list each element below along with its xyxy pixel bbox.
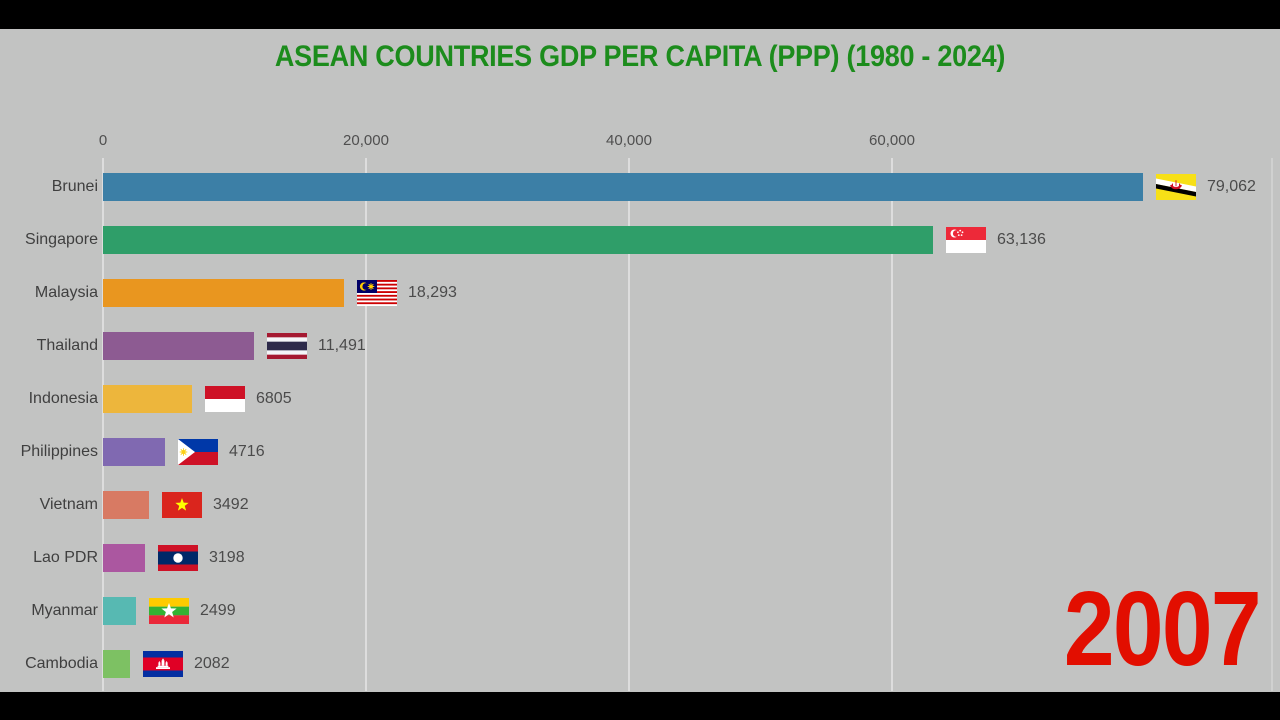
country-label: Vietnam bbox=[39, 496, 98, 513]
chart-background: ASEAN COUNTRIES GDP PER CAPITA (PPP) (19… bbox=[0, 29, 1280, 692]
country-label: Thailand bbox=[36, 337, 98, 354]
bar-myanmar bbox=[103, 597, 136, 625]
gridline bbox=[365, 158, 367, 691]
bar-malaysia bbox=[103, 279, 344, 307]
bar-value: 3492 bbox=[213, 496, 249, 513]
bar-thailand bbox=[103, 332, 254, 360]
bar-value: 79,062 bbox=[1207, 178, 1256, 195]
bar-value: 63,136 bbox=[997, 231, 1046, 248]
gridline bbox=[891, 158, 893, 691]
gridline bbox=[628, 158, 630, 691]
bar-singapore bbox=[103, 226, 933, 254]
bar-laos bbox=[103, 544, 145, 572]
flag-philippines-icon bbox=[178, 439, 218, 465]
flag-indonesia-icon bbox=[205, 386, 245, 412]
country-label: Indonesia bbox=[28, 390, 98, 407]
chart-title: ASEAN COUNTRIES GDP PER CAPITA (PPP) (19… bbox=[274, 40, 1006, 73]
bar-vietnam bbox=[103, 491, 149, 519]
flag-vietnam-icon bbox=[162, 492, 202, 518]
country-label: Cambodia bbox=[25, 655, 98, 672]
letterbox-bottom bbox=[0, 692, 1280, 720]
flag-cambodia-icon bbox=[143, 651, 183, 677]
flag-myanmar-icon bbox=[149, 598, 189, 624]
flag-singapore-icon bbox=[946, 227, 986, 253]
bar-philippines bbox=[103, 438, 165, 466]
flag-brunei-icon bbox=[1156, 174, 1196, 200]
axis-tick-label: 20,000 bbox=[343, 132, 389, 149]
bar-value: 11,491 bbox=[318, 337, 366, 354]
axis-tick-label: 0 bbox=[98, 132, 108, 149]
bar-brunei bbox=[103, 173, 1143, 201]
flag-malaysia-icon bbox=[357, 280, 397, 306]
gridline bbox=[102, 158, 104, 691]
flag-thailand-icon bbox=[267, 333, 307, 359]
bar-value: 3198 bbox=[209, 549, 245, 566]
country-label: Brunei bbox=[51, 178, 98, 195]
bar-value: 18,293 bbox=[408, 284, 457, 301]
bar-value: 2499 bbox=[200, 602, 236, 619]
country-label: Myanmar bbox=[31, 602, 98, 619]
country-label: Singapore bbox=[25, 231, 98, 248]
bar-value: 6805 bbox=[256, 390, 292, 407]
country-label: Philippines bbox=[20, 443, 98, 460]
axis-tick-label: 40,000 bbox=[606, 132, 652, 149]
bar-value: 4716 bbox=[229, 443, 265, 460]
year-label: 2007 bbox=[1064, 570, 1262, 688]
country-label: Lao PDR bbox=[33, 549, 98, 566]
bar-cambodia bbox=[103, 650, 130, 678]
bar-indonesia bbox=[103, 385, 192, 413]
country-label: Malaysia bbox=[34, 284, 98, 301]
axis-tick-label: 60,000 bbox=[869, 132, 915, 149]
letterbox-top bbox=[0, 0, 1280, 29]
flag-laos-icon bbox=[158, 545, 198, 571]
plot-right-edge bbox=[1271, 158, 1273, 691]
bar-value: 2082 bbox=[194, 655, 230, 672]
